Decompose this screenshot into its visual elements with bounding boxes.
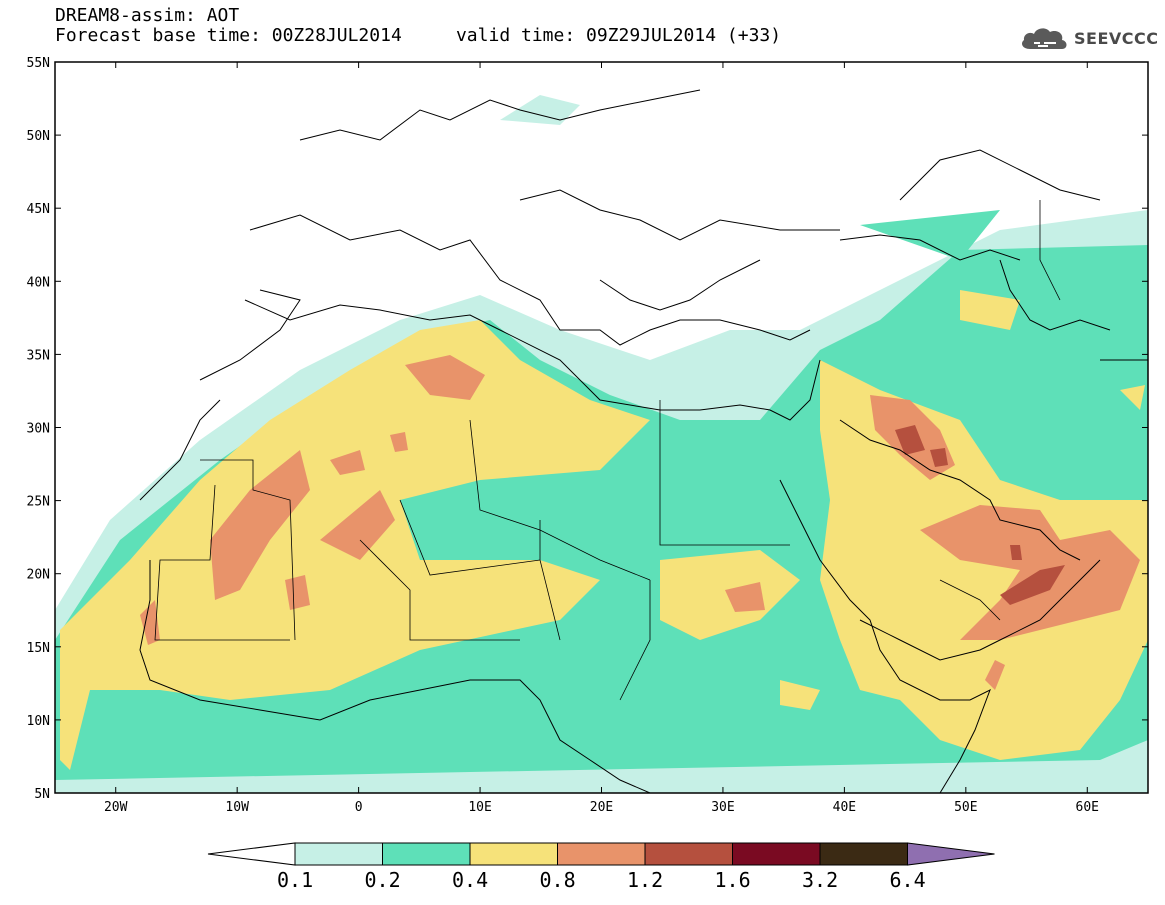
lat-tick-label: 5N — [34, 787, 50, 802]
lat-tick-label: 55N — [27, 56, 50, 71]
lon-tick-label: 10W — [225, 800, 249, 815]
lon-tick-label: 50E — [954, 800, 977, 815]
colorbar-label: 1.6 — [714, 868, 751, 892]
lat-tick-label: 50N — [27, 129, 50, 144]
colorbar-label: 6.4 — [889, 868, 926, 892]
lat-tick-label: 20N — [27, 568, 50, 583]
lon-tick-label: 20E — [590, 800, 613, 815]
lat-tick-label: 10N — [27, 714, 50, 729]
cloud-icon — [1022, 28, 1067, 49]
colorbar-swatch — [732, 842, 821, 866]
lat-tick-label: 35N — [27, 348, 50, 363]
colorbar-label: 0.8 — [539, 868, 576, 892]
colorbar-swatch — [644, 842, 733, 866]
lon-tick-label: 30E — [711, 800, 734, 815]
lon-tick-label: 60E — [1076, 800, 1099, 815]
colorbar-label: 1.2 — [627, 868, 664, 892]
valid-time-label: valid time: 09Z29JUL2014 (+33) — [455, 25, 782, 46]
coastlines — [139, 89, 1148, 793]
colorbar-label: 0.4 — [452, 868, 489, 892]
base-time-label: Forecast base time: 00Z28JUL2014 — [55, 25, 402, 46]
colorbar-swatch — [382, 842, 471, 866]
colorbar-swatch — [469, 842, 558, 866]
lat-tick-label: 15N — [27, 641, 50, 656]
lon-axis: 20W 10W 0 10E 20E 30E 40E 50E 60E — [104, 62, 1099, 815]
colorbar-label: 0.2 — [364, 868, 401, 892]
colorbar — [207, 842, 995, 866]
map-title: DREAM8-assim: AOT — [55, 5, 240, 26]
colorbar-swatch — [557, 842, 646, 866]
colorbar-label: 3.2 — [802, 868, 839, 892]
lat-axis: 5N 10N 15N 20N 25N 30N 35N 40N 45N 50N 55N — [27, 56, 1148, 802]
seevccc-logo: SEEVCCC — [1018, 23, 1158, 55]
colorbar-swatch — [294, 842, 383, 866]
lon-tick-label: 10E — [468, 800, 491, 815]
colorbar-label: 0.1 — [277, 868, 314, 892]
colorbar-over-triangle — [907, 842, 995, 866]
lat-tick-label: 45N — [27, 202, 50, 217]
lat-tick-label: 30N — [27, 422, 50, 437]
colorbar-swatch — [819, 842, 908, 866]
lat-tick-label: 25N — [27, 495, 50, 510]
logo-text: SEEVCCC — [1074, 29, 1159, 48]
aot-field — [55, 62, 1148, 793]
lon-tick-label: 0 — [355, 800, 363, 815]
colorbar-under-triangle — [207, 842, 296, 866]
country-borders — [154, 200, 1061, 701]
forecast-times: Forecast base time: 00Z28JUL2014 valid t… — [55, 26, 781, 46]
lat-tick-label: 40N — [27, 275, 50, 290]
lon-tick-label: 20W — [104, 800, 128, 815]
lon-tick-label: 40E — [833, 800, 856, 815]
